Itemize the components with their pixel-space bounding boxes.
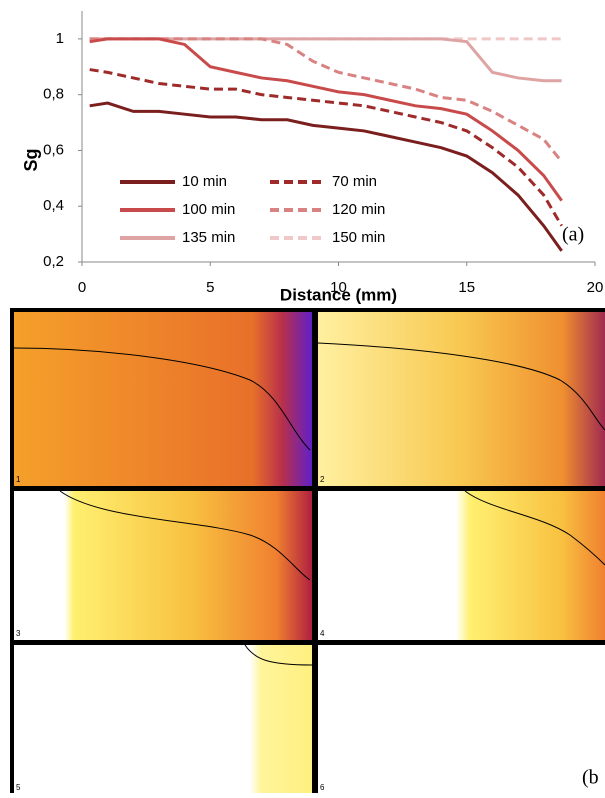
front-line (244, 644, 313, 666)
y-tick-label: 0,4 (43, 197, 64, 214)
series-line (89, 68, 563, 227)
annotation: (a) (562, 224, 584, 246)
legend-label: 100 min (182, 201, 235, 218)
y-axis-label: Sg (21, 148, 41, 171)
panel-caption: (b (582, 767, 599, 789)
legend-label: 70 min (332, 173, 377, 190)
front-line (317, 342, 605, 431)
panel-label: 4 (320, 629, 325, 638)
series-line (89, 37, 563, 202)
panel-label: 1 (16, 475, 21, 484)
legend-label: 120 min (332, 201, 385, 218)
panel-label: 5 (16, 783, 21, 792)
legend-label: 10 min (182, 173, 227, 190)
panel-label: 6 (320, 783, 325, 792)
panel-image (14, 645, 312, 793)
panel-image (318, 491, 605, 640)
x-axis-label: Distance (mm) (280, 285, 397, 304)
y-tick-label: 0,2 (43, 253, 64, 270)
front-line (464, 490, 605, 566)
x-tick-label: 10 (330, 279, 347, 296)
y-tick-label: 0,8 (43, 86, 64, 103)
legend-label: 135 min (182, 229, 235, 246)
panel-image (318, 312, 605, 486)
panel-image (14, 312, 312, 486)
legend-label: 150 min (332, 229, 385, 246)
x-tick-label: 20 (587, 279, 604, 296)
panel-image (14, 491, 312, 640)
front-line (59, 490, 311, 581)
y-tick-label: 0,6 (43, 141, 64, 158)
series-line (89, 37, 562, 83)
series-line (89, 101, 563, 252)
panel-label: 2 (320, 475, 325, 484)
x-tick-label: 5 (206, 279, 214, 296)
panel-label: 3 (16, 629, 21, 638)
x-tick-label: 0 (78, 279, 86, 296)
x-tick-label: 15 (458, 279, 475, 296)
y-tick-label: 1 (56, 30, 64, 47)
front-line (13, 347, 311, 451)
panel-image (318, 645, 605, 793)
